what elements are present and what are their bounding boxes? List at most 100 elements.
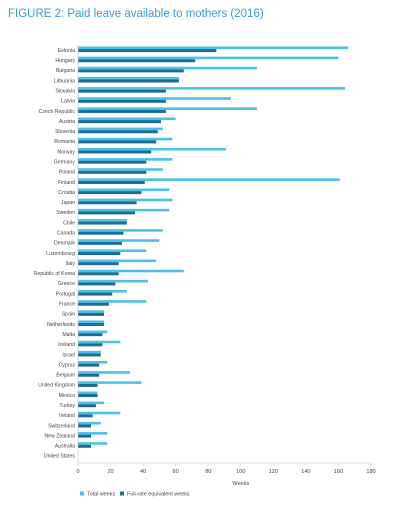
bar-fte-republic-of-korea — [78, 272, 119, 276]
bar-fte-latvia — [78, 99, 166, 103]
bar-fte-chile — [78, 221, 127, 225]
x-axis-label: Weeks — [232, 481, 249, 487]
bar-fte-netherlands — [78, 323, 105, 327]
category-label-czech-republic: Czech Republic — [39, 109, 76, 115]
bar-total-greece — [78, 279, 148, 283]
chart-title: FIGURE 2: Paid leave available to mother… — [8, 8, 264, 20]
bar-fte-italy — [78, 262, 119, 266]
x-tick-label: 0 — [76, 469, 79, 475]
bar-total-slovenia — [78, 127, 163, 131]
x-axis: 0 20 40 60 80 100 120 140 160 180 Weeks — [76, 45, 376, 487]
bar-fte-poland — [78, 170, 147, 174]
category-label-finland: Finland — [58, 180, 75, 186]
bar-fte-luxembourg — [78, 252, 121, 255]
category-label-hungary: Hungary — [55, 58, 75, 64]
bar-fte-belgium — [78, 373, 100, 377]
category-label-japan: Japan — [61, 200, 75, 206]
category-label-switzerland: Switzerland — [48, 423, 75, 429]
bar-total-croatia — [78, 188, 170, 192]
bar-fte-france — [78, 302, 109, 306]
bar-fte-new-zealand — [78, 434, 92, 438]
category-labels: Estonia Hungary Bulgaria Lithuania Slovakia L… — [34, 48, 76, 460]
bar-total-estonia — [78, 46, 349, 50]
bar-total-italy — [78, 259, 157, 263]
category-label-belgium: Belgium — [56, 373, 75, 379]
bar-total-chile — [78, 218, 127, 222]
category-label-malta: Malta — [62, 332, 75, 338]
bar-fte-malta — [78, 333, 103, 337]
bar-total-norway — [78, 147, 227, 151]
bar-total-bulgaria — [78, 66, 258, 70]
category-label-iceland: Iceland — [58, 342, 75, 348]
bar-total-cyprus — [78, 361, 108, 364]
category-label-france: France — [59, 302, 75, 308]
bar-total-mexico — [78, 391, 98, 395]
category-label-denmark: Denmark — [54, 241, 75, 247]
category-label-bulgaria: Bulgaria — [56, 68, 75, 74]
bar-total-japan — [78, 198, 173, 202]
category-label-latvia: Latvia — [61, 99, 75, 105]
bar-total-netherlands — [78, 320, 105, 324]
bar-total-israel — [78, 350, 101, 354]
category-label-united-states: United States — [44, 454, 76, 460]
bar-fte-lithuania — [78, 79, 179, 83]
bar-total-austria — [78, 117, 176, 121]
bar-total-republic-of-korea — [78, 269, 184, 273]
bar-fte-greece — [78, 282, 116, 286]
bar-fte-norway — [78, 150, 152, 154]
category-label-canada: Canada — [57, 231, 75, 237]
bar-total-lithuania — [78, 76, 179, 80]
bar-fte-mexico — [78, 394, 98, 398]
category-label-croatia: Croatia — [58, 190, 75, 196]
bar-fte-australia — [78, 444, 92, 448]
bar-fte-croatia — [78, 191, 142, 195]
bar-total-france — [78, 300, 147, 303]
category-label-romania: Romania — [54, 139, 75, 145]
x-tick-label: 20 — [107, 469, 113, 475]
legend-swatch-total — [80, 491, 84, 496]
bar-fte-estonia — [78, 49, 217, 53]
bar-fte-austria — [78, 120, 162, 124]
bar-fte-canada — [78, 231, 124, 235]
bar-total-switzerland — [78, 421, 101, 425]
bar-total-germany — [78, 158, 173, 161]
category-label-ireland: Ireland — [59, 413, 75, 419]
bar-fte-israel — [78, 353, 101, 357]
bar-total-romania — [78, 137, 173, 141]
bar-total-czech-republic — [78, 107, 258, 110]
bar-fte-denmark — [78, 241, 122, 245]
x-tick-label: 100 — [236, 469, 245, 475]
category-label-greece: Greece — [58, 281, 75, 287]
category-label-chile: Chile — [63, 220, 75, 226]
category-label-sweden: Sweden — [56, 210, 75, 216]
bar-fte-hungary — [78, 59, 196, 63]
bar-fte-sweden — [78, 211, 135, 215]
bar-total-portugal — [78, 289, 127, 293]
bar-total-hungary — [78, 56, 339, 60]
bar-fte-germany — [78, 160, 147, 164]
legend-label-fte: Full-rate equivalent weeks — [127, 492, 190, 498]
bar-total-sweden — [78, 208, 170, 212]
bar-fte-slovenia — [78, 130, 158, 134]
bar-fte-japan — [78, 201, 137, 205]
x-tick-label: 180 — [366, 469, 375, 475]
x-tick-label: 140 — [301, 469, 310, 475]
bar-fte-united-kingdom — [78, 383, 98, 387]
legend-label-total: Total weeks — [87, 492, 115, 498]
bar-total-belgium — [78, 371, 131, 374]
category-label-united-kingdom: United Kingdom — [38, 383, 75, 389]
bar-fte-romania — [78, 140, 157, 144]
category-label-turkey: Turkey — [59, 403, 75, 409]
category-label-italy: Italy — [65, 261, 75, 267]
category-label-netherlands: Netherlands — [47, 322, 75, 328]
bar-total-denmark — [78, 239, 160, 242]
x-tick-label: 160 — [334, 469, 343, 475]
x-tick-label: 120 — [269, 469, 278, 475]
bars-group — [78, 46, 349, 448]
bar-total-united-kingdom — [78, 381, 142, 384]
category-label-poland: Poland — [59, 170, 75, 176]
bar-total-finland — [78, 178, 341, 181]
x-tick-label: 40 — [140, 469, 146, 475]
category-label-germany: Germany — [54, 159, 76, 165]
